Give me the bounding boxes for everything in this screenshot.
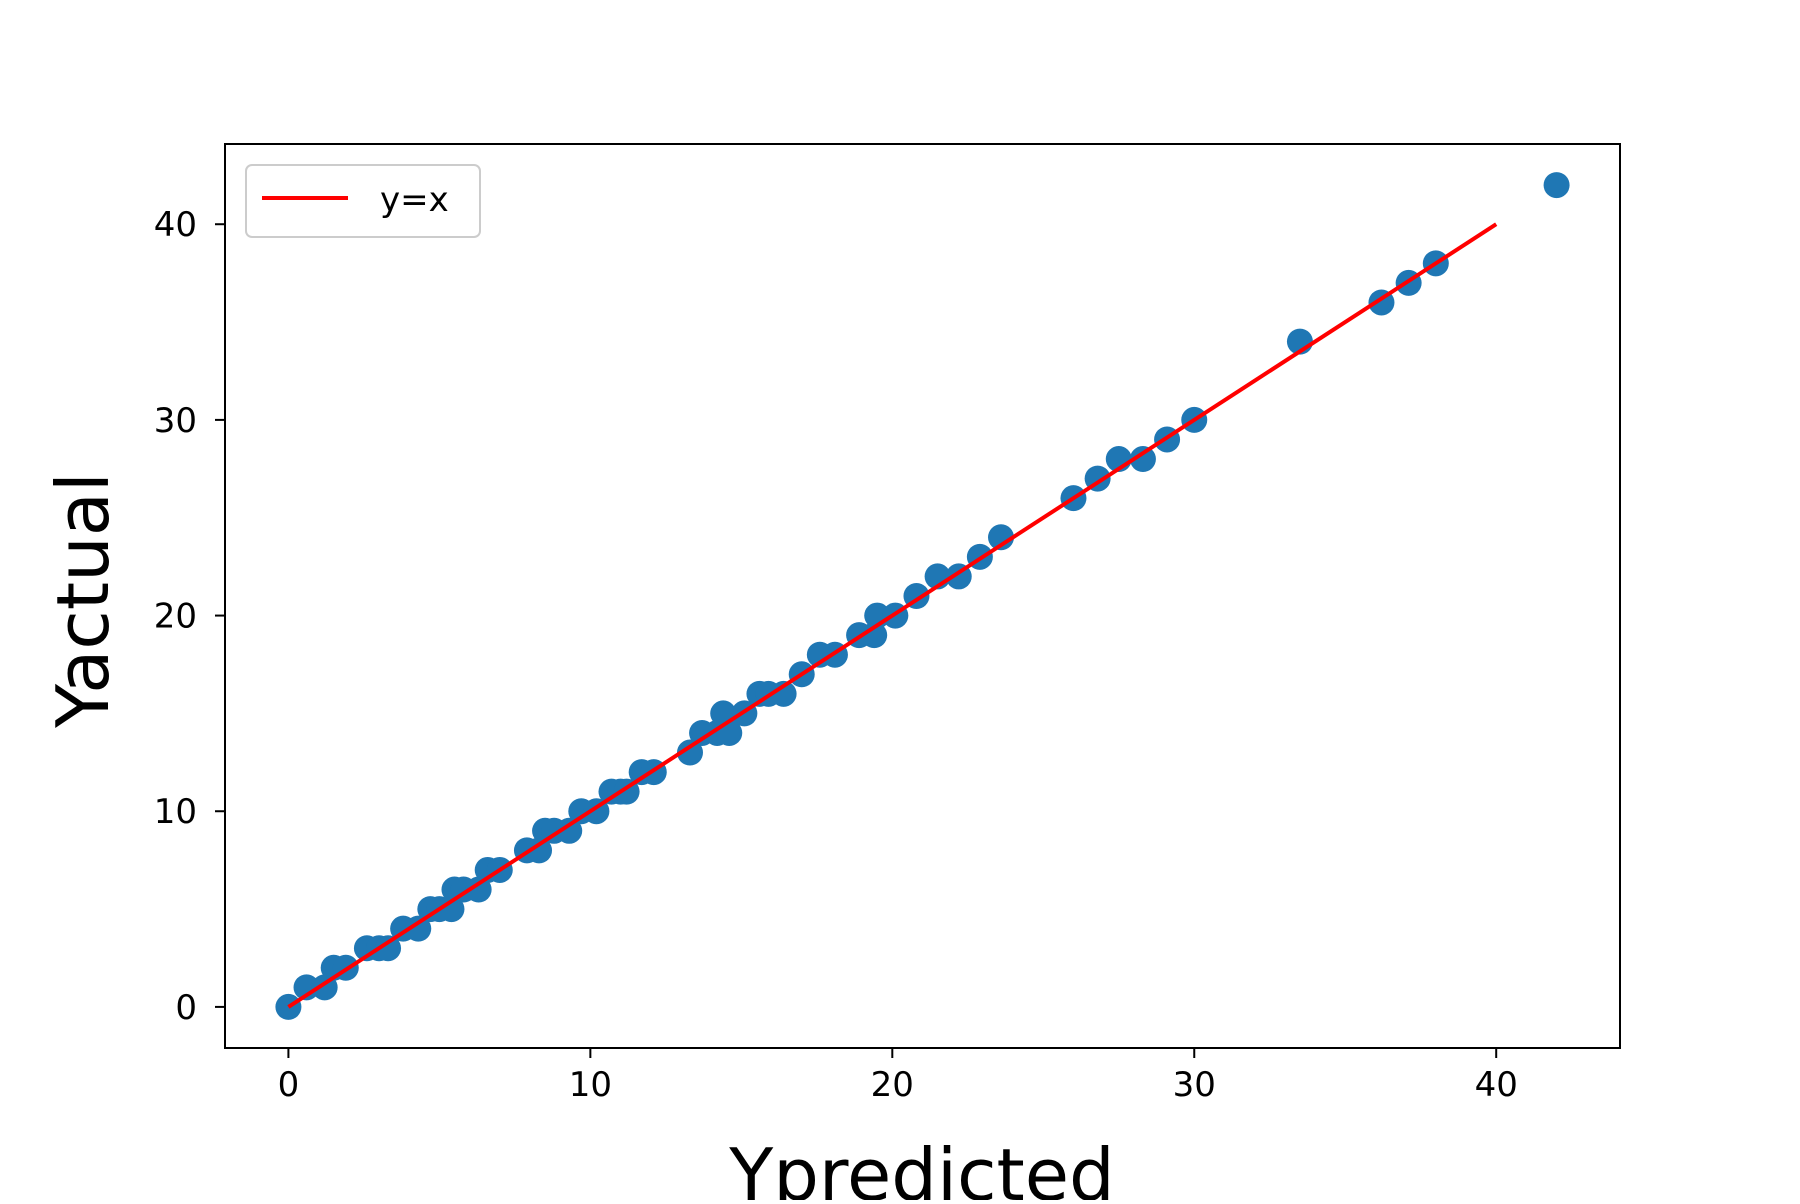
y-tick-label: 0 — [175, 988, 197, 1028]
series-line-y-equals-x — [287, 222, 1498, 1009]
y-tick-label: 10 — [154, 792, 197, 832]
x-tick-label: 40 — [1475, 1065, 1518, 1105]
y-tick-label: 20 — [154, 597, 197, 637]
data-point — [293, 974, 320, 1001]
data-point — [465, 876, 492, 903]
legend-box — [245, 164, 481, 238]
x-axis-label: Ypredicted — [728, 1133, 1115, 1200]
data-point — [677, 739, 703, 766]
data-point — [405, 915, 432, 942]
plot-frame — [224, 143, 1621, 1049]
data-point — [1129, 446, 1156, 473]
data-point — [438, 896, 465, 923]
data-point — [526, 837, 553, 864]
x-tick-label: 30 — [1173, 1065, 1216, 1105]
y-tick-label: 30 — [154, 401, 197, 441]
data-point — [556, 817, 583, 844]
x-tick-label: 10 — [569, 1065, 612, 1105]
data-point — [375, 935, 402, 962]
x-tick-label: 20 — [871, 1065, 914, 1105]
data-point — [861, 622, 888, 649]
data-point — [1543, 172, 1570, 199]
data-point — [770, 680, 797, 707]
x-tick-label: 0 — [278, 1065, 300, 1105]
data-point — [988, 524, 1015, 551]
y-tick-label: 40 — [154, 205, 197, 245]
legend-label: y=x — [380, 180, 449, 220]
legend: y=x — [245, 164, 481, 238]
y-axis-label: Yactual — [41, 472, 125, 729]
